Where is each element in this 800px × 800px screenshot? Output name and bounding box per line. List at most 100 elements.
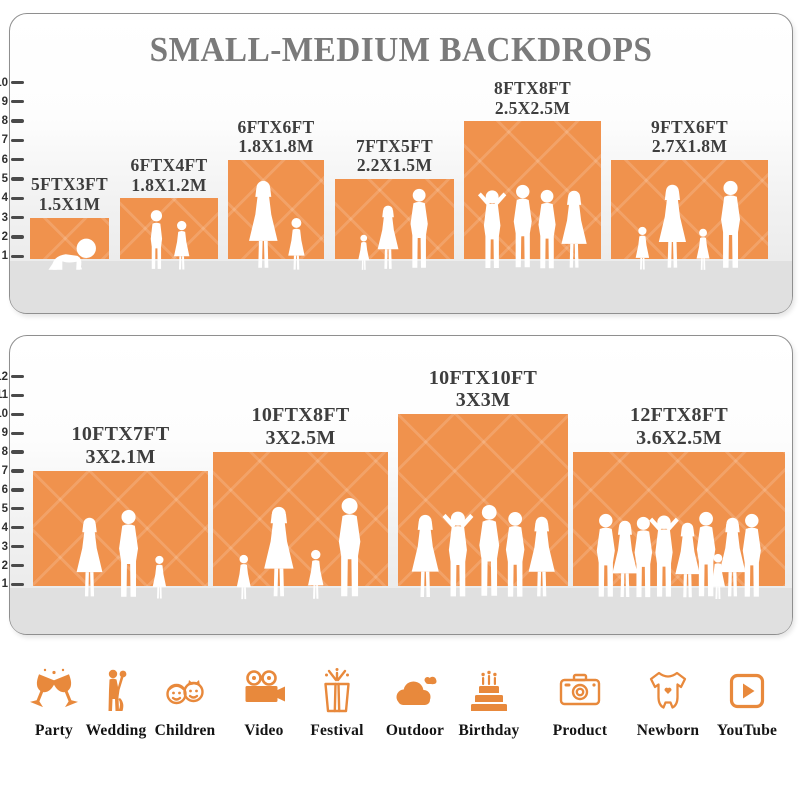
backdrop-size-label: 6FTX4FT 1.8X1.2M	[131, 156, 208, 195]
ruler-value: 1	[1, 250, 8, 263]
size-feet-text: 10FTX8FT	[251, 404, 350, 427]
ruler-tick	[11, 469, 24, 473]
people-silhouette-group	[228, 175, 324, 272]
ruler-value: 12	[0, 370, 8, 383]
ruler-value: 9	[1, 427, 8, 440]
size-feet-text: 6FTX4FT	[130, 155, 208, 176]
ruler-tick	[11, 235, 24, 239]
baby-silhouette	[43, 237, 97, 272]
size-meters-text: 2.7X1.8M	[651, 136, 728, 157]
category-label: Birthday	[458, 722, 520, 739]
ruler-value: 1	[1, 578, 8, 591]
ruler-tick	[11, 488, 24, 492]
man-silhouette	[737, 513, 767, 601]
ruler-value: 4	[1, 192, 8, 205]
category-icon-box	[644, 662, 692, 720]
ruler-value: 6	[1, 483, 8, 496]
girl-silhouette	[285, 217, 308, 272]
category-icon-box	[161, 662, 209, 720]
youtube-icon	[723, 665, 771, 717]
ruler-tick	[11, 526, 24, 530]
category-item-party: Party	[6, 662, 102, 740]
man-silhouette	[332, 497, 367, 602]
category-item-outdoor: Outdoor	[367, 662, 463, 740]
people-silhouette-group	[30, 232, 109, 272]
category-label: Children	[154, 722, 216, 739]
people-silhouette-group	[464, 180, 601, 272]
ruler-value: 6	[1, 153, 8, 166]
ruler-value: 3	[1, 211, 8, 224]
ruler-value: 5	[1, 502, 8, 515]
category-item-newborn: Newborn	[620, 662, 716, 740]
woman-silhouette	[259, 506, 299, 601]
backdrop-bar-6ftx4ft	[120, 198, 218, 259]
size-meters-text: 1.8X1.8M	[238, 136, 314, 157]
category-item-product: Product	[532, 662, 628, 740]
ruler-tick	[11, 582, 24, 587]
category-label: Video	[244, 722, 284, 739]
backdrop-size-label: 10FTX10FT 3X3M	[429, 367, 537, 412]
category-item-video: Video	[216, 662, 312, 740]
ruler-tick	[11, 138, 24, 143]
man-up-silhouette	[473, 188, 511, 272]
category-icon-box	[313, 662, 361, 720]
panel-floor	[10, 261, 792, 313]
ruler-value: 7	[1, 134, 8, 147]
newborn-icon	[644, 665, 692, 717]
birthday-icon	[465, 665, 513, 717]
category-label: Product	[552, 722, 608, 739]
man-silhouette	[405, 188, 433, 272]
ruler-tick	[11, 544, 24, 549]
woman-silhouette	[557, 190, 591, 272]
people-silhouette-group	[398, 500, 568, 601]
people-silhouette-group	[573, 507, 785, 601]
size-meters-text: 3.6X2.5M	[636, 426, 722, 449]
category-icon-box	[556, 662, 604, 720]
category-label: Newborn	[636, 722, 700, 739]
size-feet-text: 10FTX7FT	[71, 423, 170, 446]
ruler-tick	[11, 80, 24, 85]
ruler-tick	[11, 393, 24, 398]
girl-silhouette	[234, 554, 254, 602]
wedding-icon	[92, 665, 140, 717]
man-silhouette	[715, 180, 746, 272]
category-item-children: Children	[137, 662, 233, 740]
girl-silhouette	[171, 220, 192, 272]
woman-silhouette	[244, 180, 283, 272]
girl-silhouette	[150, 555, 169, 601]
category-item-birthday: Birthday	[441, 662, 537, 740]
backdrop-size-label: 10FTX7FT 3X2.1M	[72, 423, 170, 468]
ruler-tick	[11, 507, 24, 511]
ruler-value: 10	[0, 76, 8, 89]
ruler-tick	[11, 254, 24, 258]
girl-silhouette	[356, 234, 372, 272]
ruler-tick	[11, 215, 24, 220]
category-label: Outdoor	[385, 722, 445, 739]
backdrop-bar-8ftx8ft	[464, 121, 601, 259]
ruler-value: 7	[1, 465, 8, 477]
size-feet-text: 12FTX8FT	[630, 404, 728, 427]
size-meters-text: 1.5X1M	[38, 194, 101, 215]
backdrop-size-label: 6FTX6FT 1.8X1.8M	[237, 116, 315, 157]
ruler-value: 2	[1, 559, 8, 572]
backdrop-size-label: 10FTX8FT 3X2.5M	[252, 404, 350, 449]
product-icon	[556, 665, 604, 717]
woman-silhouette	[654, 184, 691, 272]
size-feet-text: 8FTX8FT	[494, 77, 571, 98]
ruler-tick	[11, 196, 24, 200]
girl-silhouette	[694, 228, 712, 272]
category-label: Festival	[310, 722, 364, 739]
ruler-value: 10	[0, 408, 8, 421]
size-meters-text: 3X3M	[455, 388, 511, 411]
category-label: Party	[34, 722, 73, 739]
category-item-wedding: Wedding	[68, 662, 164, 740]
girl-silhouette	[633, 226, 652, 272]
festival-icon	[313, 665, 361, 717]
people-silhouette-group	[611, 175, 768, 272]
category-label: Wedding	[85, 722, 147, 739]
size-feet-text: 6FTX6FT	[237, 116, 315, 137]
ruler-value: 8	[1, 446, 8, 459]
ruler-tick	[11, 119, 24, 123]
woman-silhouette	[374, 205, 402, 272]
